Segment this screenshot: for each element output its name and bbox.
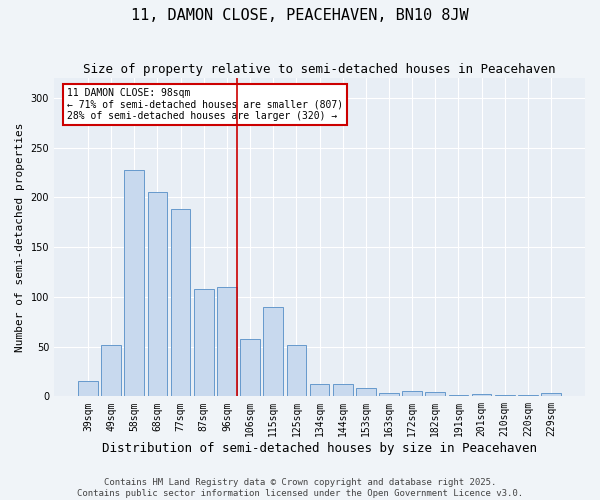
Bar bbox=[217, 287, 237, 397]
Bar bbox=[541, 394, 561, 396]
Bar bbox=[148, 192, 167, 396]
Text: 11 DAMON CLOSE: 98sqm
← 71% of semi-detached houses are smaller (807)
28% of sem: 11 DAMON CLOSE: 98sqm ← 71% of semi-deta… bbox=[67, 88, 343, 121]
Bar bbox=[101, 344, 121, 397]
Bar bbox=[194, 289, 214, 397]
Bar bbox=[333, 384, 353, 396]
X-axis label: Distribution of semi-detached houses by size in Peacehaven: Distribution of semi-detached houses by … bbox=[102, 442, 537, 455]
Bar bbox=[171, 210, 190, 396]
Bar bbox=[240, 338, 260, 396]
Text: 11, DAMON CLOSE, PEACEHAVEN, BN10 8JW: 11, DAMON CLOSE, PEACEHAVEN, BN10 8JW bbox=[131, 8, 469, 22]
Y-axis label: Number of semi-detached properties: Number of semi-detached properties bbox=[15, 122, 25, 352]
Bar bbox=[402, 392, 422, 396]
Bar bbox=[310, 384, 329, 396]
Bar bbox=[425, 392, 445, 396]
Bar bbox=[263, 307, 283, 396]
Text: Contains HM Land Registry data © Crown copyright and database right 2025.
Contai: Contains HM Land Registry data © Crown c… bbox=[77, 478, 523, 498]
Bar bbox=[379, 394, 399, 396]
Bar bbox=[287, 344, 306, 397]
Bar bbox=[472, 394, 491, 396]
Bar bbox=[124, 170, 144, 396]
Bar bbox=[78, 382, 98, 396]
Bar bbox=[356, 388, 376, 396]
Title: Size of property relative to semi-detached houses in Peacehaven: Size of property relative to semi-detach… bbox=[83, 62, 556, 76]
